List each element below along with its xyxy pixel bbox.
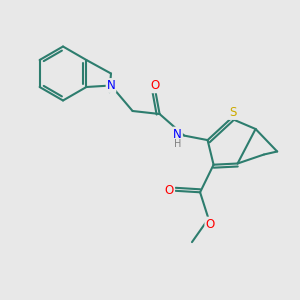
Text: O: O — [151, 79, 160, 92]
Text: S: S — [229, 106, 236, 119]
Text: O: O — [165, 184, 174, 197]
Text: N: N — [106, 79, 116, 92]
Text: O: O — [206, 218, 214, 231]
Text: N: N — [173, 128, 182, 141]
Text: H: H — [174, 139, 181, 149]
